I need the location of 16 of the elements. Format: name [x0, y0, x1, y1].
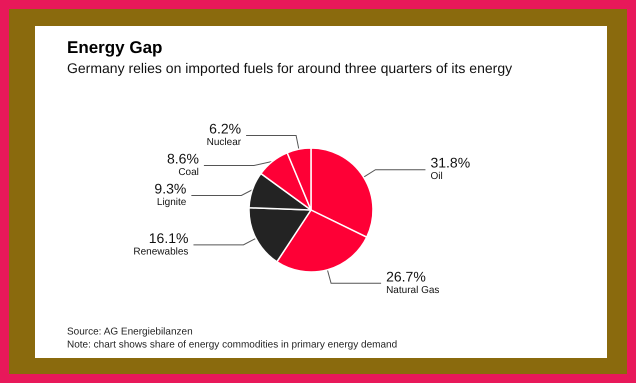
- slice-label: Renewables: [133, 246, 188, 258]
- slice-label: Lignite: [156, 196, 187, 208]
- data-label: 8.6%: [166, 150, 199, 166]
- source-note: Source: AG Energiebilanzen: [67, 326, 193, 338]
- slice-label: Coal: [178, 166, 199, 178]
- data-label: 9.3%: [154, 180, 186, 196]
- chart-subtitle: Germany relies on imported fuels for around three quarters of its energy: [67, 60, 512, 76]
- slice-label: Natural Gas: [386, 284, 440, 296]
- data-label: 6.2%: [209, 120, 242, 136]
- data-label: 26.7%: [386, 268, 426, 284]
- data-label: 16.1%: [148, 230, 188, 246]
- text: Note: chart shows share of energy commodities in primary energy demand: [67, 340, 398, 350]
- chart-title: Energy Gap: [67, 38, 162, 57]
- data-label: 31.8%: [430, 154, 470, 171]
- slice-label: Nuclear: [206, 136, 242, 148]
- slice-label: Oil: [430, 171, 443, 182]
